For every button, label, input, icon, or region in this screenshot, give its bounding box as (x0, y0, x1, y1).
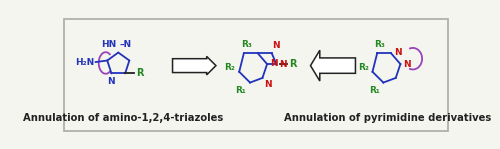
Text: R₃: R₃ (374, 40, 385, 49)
Text: Annulation of amino-1,2,4-triazoles: Annulation of amino-1,2,4-triazoles (23, 113, 223, 123)
Polygon shape (172, 56, 216, 75)
Polygon shape (310, 50, 356, 81)
Text: N: N (272, 41, 280, 50)
Text: R₁: R₁ (236, 86, 246, 95)
Text: R₂: R₂ (224, 63, 235, 72)
Text: R: R (289, 59, 296, 69)
Text: N: N (280, 60, 287, 69)
Text: –N: –N (119, 40, 131, 49)
Text: R₁: R₁ (368, 86, 380, 95)
Text: N: N (270, 59, 278, 68)
Text: R: R (136, 68, 143, 78)
Text: HN: HN (102, 40, 117, 49)
Text: N: N (394, 48, 402, 57)
Text: H₂N: H₂N (76, 58, 95, 67)
Text: R₂: R₂ (358, 63, 368, 72)
Text: Annulation of pyrimidine derivatives: Annulation of pyrimidine derivatives (284, 113, 492, 123)
FancyBboxPatch shape (64, 19, 448, 131)
Text: N: N (404, 60, 411, 69)
Text: N: N (107, 77, 114, 86)
Text: N: N (264, 80, 272, 89)
Text: R₃: R₃ (240, 40, 252, 49)
